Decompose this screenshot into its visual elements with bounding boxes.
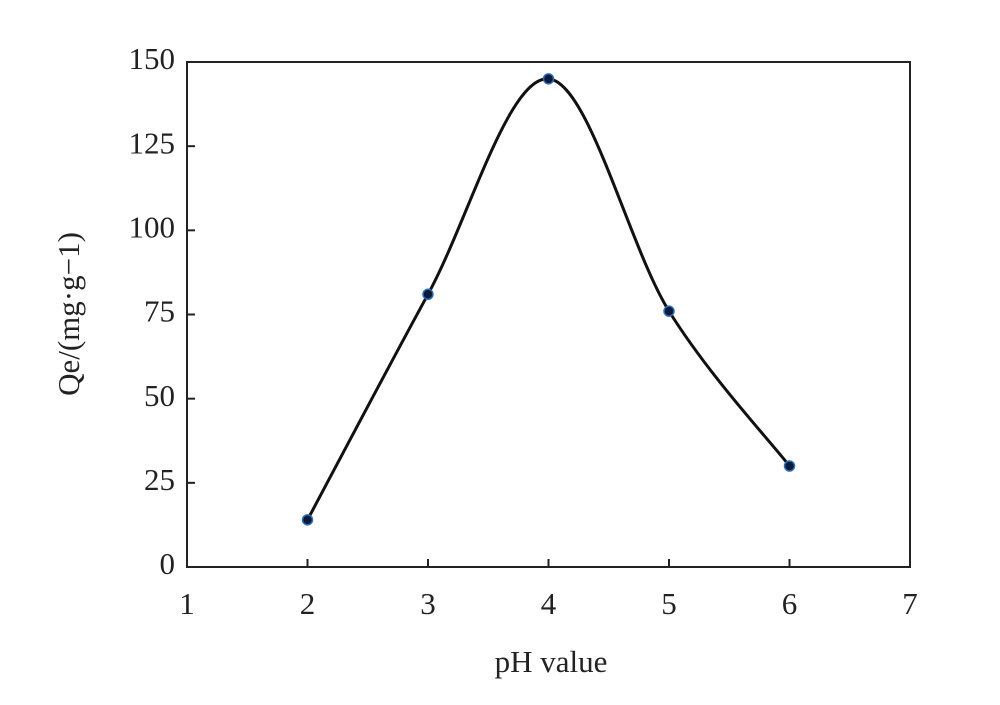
- y-tick-label: 150: [129, 41, 176, 76]
- x-axis-label: pH value: [495, 644, 608, 679]
- y-tick-label: 0: [160, 546, 176, 581]
- plot-frame: [186, 61, 911, 568]
- marker: [663, 305, 675, 317]
- x-tick-label: 5: [661, 586, 677, 621]
- y-axis-label: Qe/(mg·g−1): [51, 232, 86, 396]
- y-tick-label: 75: [144, 294, 175, 329]
- x-tick-label: 4: [541, 586, 557, 621]
- y-tick-label: 100: [129, 209, 176, 244]
- x-tick-label: 3: [420, 586, 436, 621]
- x-tick-label: 6: [782, 586, 798, 621]
- line: [306, 77, 791, 521]
- y-tick-label: 50: [144, 378, 175, 413]
- y-tick-label: 125: [129, 125, 176, 160]
- x-tick-label: 7: [902, 586, 918, 621]
- x-tick-label: 1: [179, 586, 195, 621]
- marker: [542, 73, 555, 85]
- marker: [783, 460, 796, 472]
- marker: [422, 288, 434, 301]
- marker: [301, 514, 314, 526]
- y-tick-label: 25: [144, 462, 175, 497]
- x-tick-label: 2: [300, 586, 316, 621]
